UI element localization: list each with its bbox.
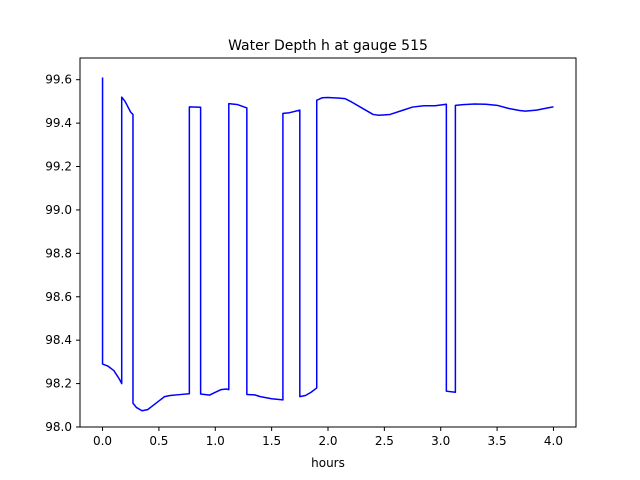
x-tick-label: 0.5	[149, 434, 168, 448]
x-axis-label: hours	[311, 456, 345, 470]
y-tick-label: 99.6	[45, 73, 72, 87]
x-tick-label: 4.0	[544, 434, 563, 448]
y-tick-label: 99.0	[45, 203, 72, 217]
x-tick-label: 2.0	[318, 434, 337, 448]
y-tick-label: 98.6	[45, 290, 72, 304]
x-tick-label: 3.0	[431, 434, 450, 448]
x-tick-label: 2.5	[375, 434, 394, 448]
y-tick-label: 98.2	[45, 377, 72, 391]
x-tick-label: 3.5	[488, 434, 507, 448]
y-tick-label: 98.0	[45, 420, 72, 434]
y-tick-label: 99.2	[45, 160, 72, 174]
x-tick-label: 1.0	[206, 434, 225, 448]
x-tick-label: 1.5	[262, 434, 281, 448]
plot-area: 0.0 0.5 1.0 1.5 2.0 2.5 3.0 3.5 4.0 98.0 98.2 98.4 9…	[45, 57, 577, 448]
y-tick-label: 98.4	[45, 333, 72, 347]
series-line-0	[101, 77, 554, 412]
y-tick-label: 98.8	[45, 246, 72, 260]
chart-title: Water Depth h at gauge 515	[228, 38, 428, 54]
x-tick-label: 0.0	[93, 434, 112, 448]
y-tick-label: 99.4	[45, 116, 72, 130]
